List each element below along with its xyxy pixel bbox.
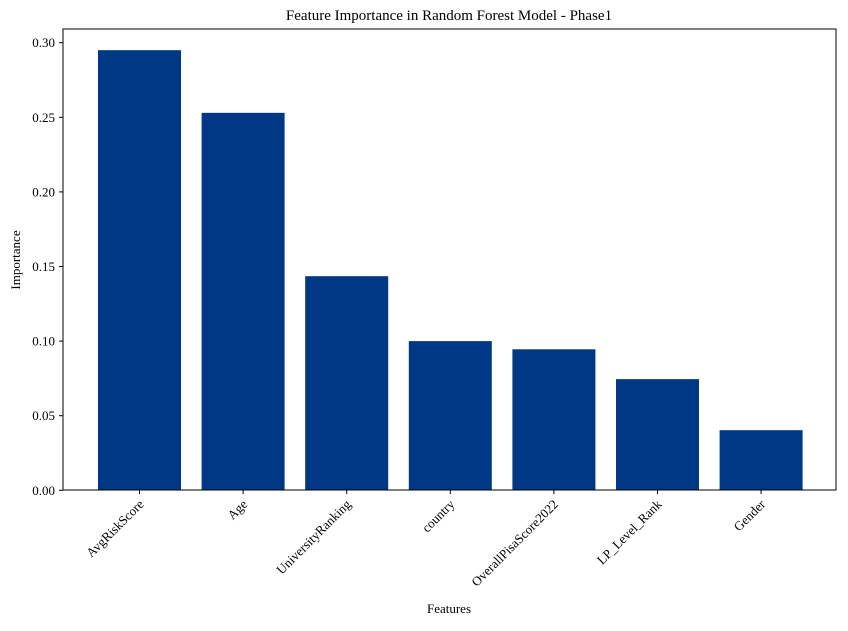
x-tick-label: AvgRiskScore <box>83 496 147 560</box>
bar-LP_Level_Rank <box>616 379 699 491</box>
x-tick-label: OverallPisaScore2022 <box>468 497 561 590</box>
bar-AvgRiskScore <box>98 50 181 491</box>
x-tick-label: Age <box>224 496 250 522</box>
bar-OverallPisaScore2022 <box>512 349 596 491</box>
x-tick-label: LP_Level_Rank <box>594 496 665 567</box>
y-tick-label: 0.00 <box>32 483 55 498</box>
y-tick-label: 0.20 <box>32 184 55 199</box>
y-tick-label: 0.25 <box>32 110 55 125</box>
y-tick-label: 0.10 <box>32 334 55 349</box>
y-tick-label: 0.05 <box>32 408 55 423</box>
x-axis-label: Features <box>427 601 471 616</box>
chart-title: Feature Importance in Random Forest Mode… <box>286 8 612 24</box>
bar-country <box>408 341 492 491</box>
x-tick-label: country <box>419 496 458 535</box>
x-tick-label: UniversityRanking <box>273 496 354 577</box>
x-tick-label: Gender <box>731 496 769 534</box>
y-tick-label: 0.15 <box>32 259 55 274</box>
bar-UniversityRanking <box>305 276 389 491</box>
y-tick-label: 0.30 <box>32 35 55 50</box>
y-axis-label: Importance <box>8 230 23 289</box>
bar-Age <box>201 112 285 491</box>
plot-frame <box>62 28 837 491</box>
bar-Gender <box>719 430 803 491</box>
